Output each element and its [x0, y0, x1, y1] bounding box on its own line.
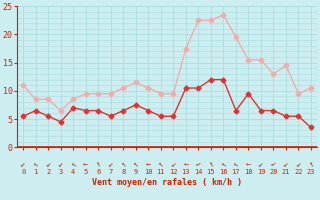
Text: ←: ←	[121, 162, 126, 167]
Text: ←: ←	[283, 162, 289, 167]
Text: ←: ←	[182, 161, 189, 168]
Text: ←: ←	[270, 161, 277, 168]
Text: ←: ←	[107, 161, 115, 168]
Text: ←: ←	[295, 161, 302, 168]
Text: ←: ←	[208, 162, 213, 167]
Text: ←: ←	[233, 162, 238, 167]
Text: ←: ←	[245, 161, 252, 168]
Text: ←: ←	[20, 161, 27, 168]
Text: ←: ←	[220, 161, 227, 168]
Text: ←: ←	[95, 161, 102, 168]
Text: ←: ←	[32, 161, 39, 168]
Text: ←: ←	[157, 161, 164, 168]
Text: ←: ←	[70, 161, 77, 168]
Text: ←: ←	[58, 162, 63, 167]
Text: ←: ←	[45, 161, 52, 168]
Text: ←: ←	[170, 161, 177, 168]
Text: ←: ←	[132, 161, 140, 168]
Text: ←: ←	[257, 161, 265, 168]
Text: ←: ←	[307, 161, 315, 168]
Text: ←: ←	[145, 161, 152, 168]
Text: ←: ←	[82, 161, 89, 168]
X-axis label: Vent moyen/en rafales ( km/h ): Vent moyen/en rafales ( km/h )	[92, 178, 242, 187]
Text: ←: ←	[195, 161, 202, 168]
